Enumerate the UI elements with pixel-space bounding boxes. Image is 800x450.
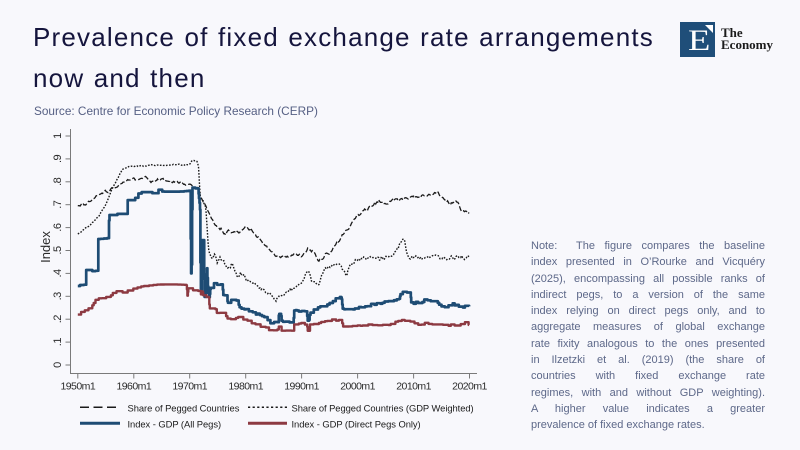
svg-text:1990m1: 1990m1: [284, 381, 319, 393]
svg-text:0: 0: [52, 362, 64, 368]
svg-text:Index: Index: [38, 231, 53, 263]
svg-text:.9: .9: [52, 154, 64, 163]
svg-text:.5: .5: [52, 246, 64, 255]
svg-text:1950m1: 1950m1: [60, 381, 95, 393]
svg-text:1970m1: 1970m1: [172, 381, 207, 393]
svg-text:.8: .8: [52, 177, 64, 186]
svg-text:.4: .4: [52, 269, 64, 278]
svg-text:Index - GDP (Direct Pegs Only): Index - GDP (Direct Pegs Only): [292, 418, 421, 429]
svg-text:Share of Pegged Countries (GDP: Share of Pegged Countries (GDP Weighted): [292, 402, 474, 413]
svg-text:1980m1: 1980m1: [228, 381, 263, 393]
svg-text:2000m1: 2000m1: [340, 381, 375, 393]
svg-text:1: 1: [52, 133, 64, 139]
svg-text:.3: .3: [52, 292, 64, 301]
svg-text:.2: .2: [52, 315, 64, 324]
svg-text:2010m1: 2010m1: [396, 381, 431, 393]
svg-text:2020m1: 2020m1: [452, 381, 487, 393]
svg-text:Index - GDP (All Pegs): Index - GDP (All Pegs): [128, 418, 222, 429]
svg-text:.6: .6: [52, 223, 64, 232]
svg-text:Share of Pegged Countries: Share of Pegged Countries: [128, 402, 240, 413]
svg-text:1960m1: 1960m1: [116, 381, 151, 393]
svg-text:.7: .7: [52, 200, 64, 209]
svg-text:.1: .1: [52, 338, 64, 347]
